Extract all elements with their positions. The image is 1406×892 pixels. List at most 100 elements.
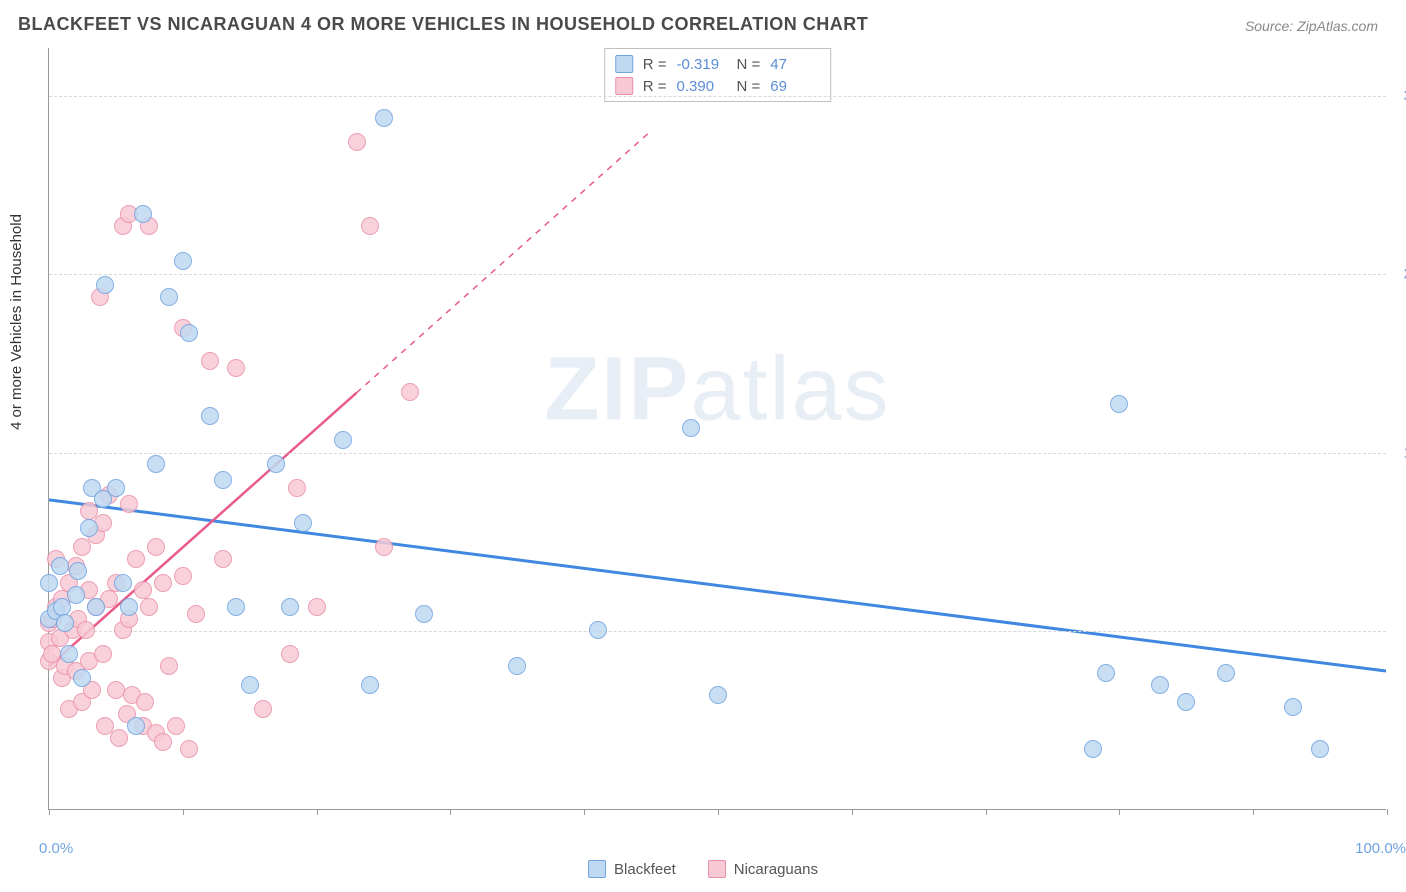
- data-point: [241, 676, 259, 694]
- swatch-nicaraguans: [708, 860, 726, 878]
- y-tick-label: 30.0%: [1396, 87, 1406, 104]
- watermark: ZIPatlas: [544, 339, 890, 442]
- data-point: [1284, 698, 1302, 716]
- data-point: [415, 605, 433, 623]
- data-point: [508, 657, 526, 675]
- data-point: [201, 352, 219, 370]
- data-point: [60, 645, 78, 663]
- data-point: [254, 700, 272, 718]
- stats-row-blackfeet: R = -0.319 N = 47: [615, 53, 821, 75]
- data-point: [120, 495, 138, 513]
- x-tick: [49, 809, 50, 815]
- bottom-legend: Blackfeet Nicaraguans: [588, 860, 818, 878]
- r-label: R =: [643, 56, 667, 73]
- data-point: [127, 550, 145, 568]
- data-point: [147, 455, 165, 473]
- data-point: [1097, 664, 1115, 682]
- n-label: N =: [737, 56, 761, 73]
- legend-item-blackfeet: Blackfeet: [588, 860, 676, 878]
- r-value: -0.319: [677, 56, 727, 73]
- data-point: [709, 686, 727, 704]
- data-point: [51, 557, 69, 575]
- data-point: [107, 479, 125, 497]
- data-point: [682, 419, 700, 437]
- data-point: [94, 645, 112, 663]
- data-point: [267, 455, 285, 473]
- data-point: [167, 717, 185, 735]
- data-point: [187, 605, 205, 623]
- data-point: [401, 383, 419, 401]
- r-value: 0.390: [677, 78, 727, 95]
- x-tick: [584, 809, 585, 815]
- data-point: [56, 614, 74, 632]
- source-label: Source: ZipAtlas.com: [1245, 18, 1378, 34]
- chart-title: BLACKFEET VS NICARAGUAN 4 OR MORE VEHICL…: [18, 14, 868, 35]
- data-point: [110, 729, 128, 747]
- data-point: [361, 217, 379, 235]
- data-point: [154, 733, 172, 751]
- data-point: [227, 598, 245, 616]
- data-point: [147, 538, 165, 556]
- data-point: [361, 676, 379, 694]
- legend-label: Nicaraguans: [734, 861, 818, 878]
- data-point: [1217, 664, 1235, 682]
- data-point: [294, 514, 312, 532]
- data-point: [114, 574, 132, 592]
- data-point: [140, 598, 158, 616]
- data-point: [180, 324, 198, 342]
- data-point: [1177, 693, 1195, 711]
- gridline: [49, 631, 1386, 632]
- x-tick: [986, 809, 987, 815]
- watermark-light: atlas: [690, 340, 890, 440]
- data-point: [281, 598, 299, 616]
- swatch-blackfeet: [588, 860, 606, 878]
- data-point: [201, 407, 219, 425]
- x-tick: [1253, 809, 1254, 815]
- data-point: [281, 645, 299, 663]
- legend-label: Blackfeet: [614, 861, 676, 878]
- data-point: [120, 598, 138, 616]
- x-tick: [450, 809, 451, 815]
- data-point: [154, 574, 172, 592]
- n-value: 69: [770, 78, 820, 95]
- swatch-nicaraguans: [615, 77, 633, 95]
- y-tick-label: 22.5%: [1396, 266, 1406, 283]
- data-point: [174, 252, 192, 270]
- data-point: [1084, 740, 1102, 758]
- n-label: N =: [737, 78, 761, 95]
- swatch-blackfeet: [615, 55, 633, 73]
- data-point: [174, 567, 192, 585]
- watermark-bold: ZIP: [544, 340, 690, 440]
- gridline: [49, 453, 1386, 454]
- data-point: [96, 276, 114, 294]
- r-label: R =: [643, 78, 667, 95]
- x-tick: [718, 809, 719, 815]
- stats-legend: R = -0.319 N = 47 R = 0.390 N = 69: [604, 48, 832, 102]
- data-point: [375, 109, 393, 127]
- data-point: [80, 519, 98, 537]
- data-point: [87, 598, 105, 616]
- data-point: [77, 621, 95, 639]
- n-value: 47: [770, 56, 820, 73]
- data-point: [67, 586, 85, 604]
- x-min-label: 0.0%: [39, 840, 73, 857]
- plot-area: ZIPatlas R = -0.319 N = 47 R = 0.390 N =…: [48, 48, 1386, 810]
- data-point: [589, 621, 607, 639]
- y-tick-label: 15.0%: [1396, 444, 1406, 461]
- data-point: [1311, 740, 1329, 758]
- gridline: [49, 274, 1386, 275]
- gridline: [49, 96, 1386, 97]
- y-axis-label: 4 or more Vehicles in Household: [8, 214, 25, 430]
- data-point: [73, 669, 91, 687]
- data-point: [1110, 395, 1128, 413]
- data-point: [160, 657, 178, 675]
- x-tick: [852, 809, 853, 815]
- stats-row-nicaraguans: R = 0.390 N = 69: [615, 75, 821, 97]
- x-tick: [317, 809, 318, 815]
- data-point: [136, 693, 154, 711]
- data-point: [69, 562, 87, 580]
- data-point: [134, 205, 152, 223]
- data-point: [375, 538, 393, 556]
- y-tick-label: 7.5%: [1396, 623, 1406, 640]
- data-point: [180, 740, 198, 758]
